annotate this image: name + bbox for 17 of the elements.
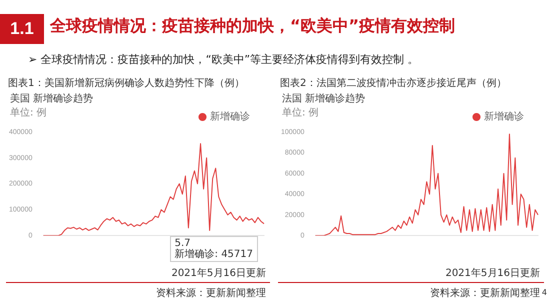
legend-label: 新增确诊	[210, 110, 250, 123]
chart-subtitle: 法国 新增确诊趋势	[282, 92, 366, 105]
chart-title: 图表1：美国新增新冠病例确诊人数趋势性下降（例）	[8, 76, 244, 90]
y-axis-title: 单位: 例	[10, 106, 47, 119]
chart-subtitle: 美国 新增确诊趋势	[10, 92, 94, 105]
text: 5.7 新增确诊: 45717	[170, 236, 258, 262]
text: 2021年5月16日更新	[171, 266, 266, 280]
text: 全球疫情情况：疫苗接种的加快，“欧美中”疫情有效控制	[50, 16, 456, 37]
text: 1.1	[0, 14, 44, 44]
text: 2021年5月16日更新	[445, 266, 540, 280]
chart-title: 图表2：法国第二波疫情冲击亦逐步接近尾声（例）	[280, 76, 506, 90]
text: ➢ 全球疫情情况：疫苗接种的加快，“欧美中”等主要经济体疫情得到有效控制 。	[28, 52, 419, 67]
text: 资料来源：更新新闻整理	[156, 286, 266, 300]
legend-label: 新增确诊	[484, 110, 524, 123]
text: 4	[542, 288, 547, 297]
y-axis-title: 单位: 例	[282, 106, 319, 119]
text: 资料来源：更新新闻整理	[430, 286, 540, 300]
